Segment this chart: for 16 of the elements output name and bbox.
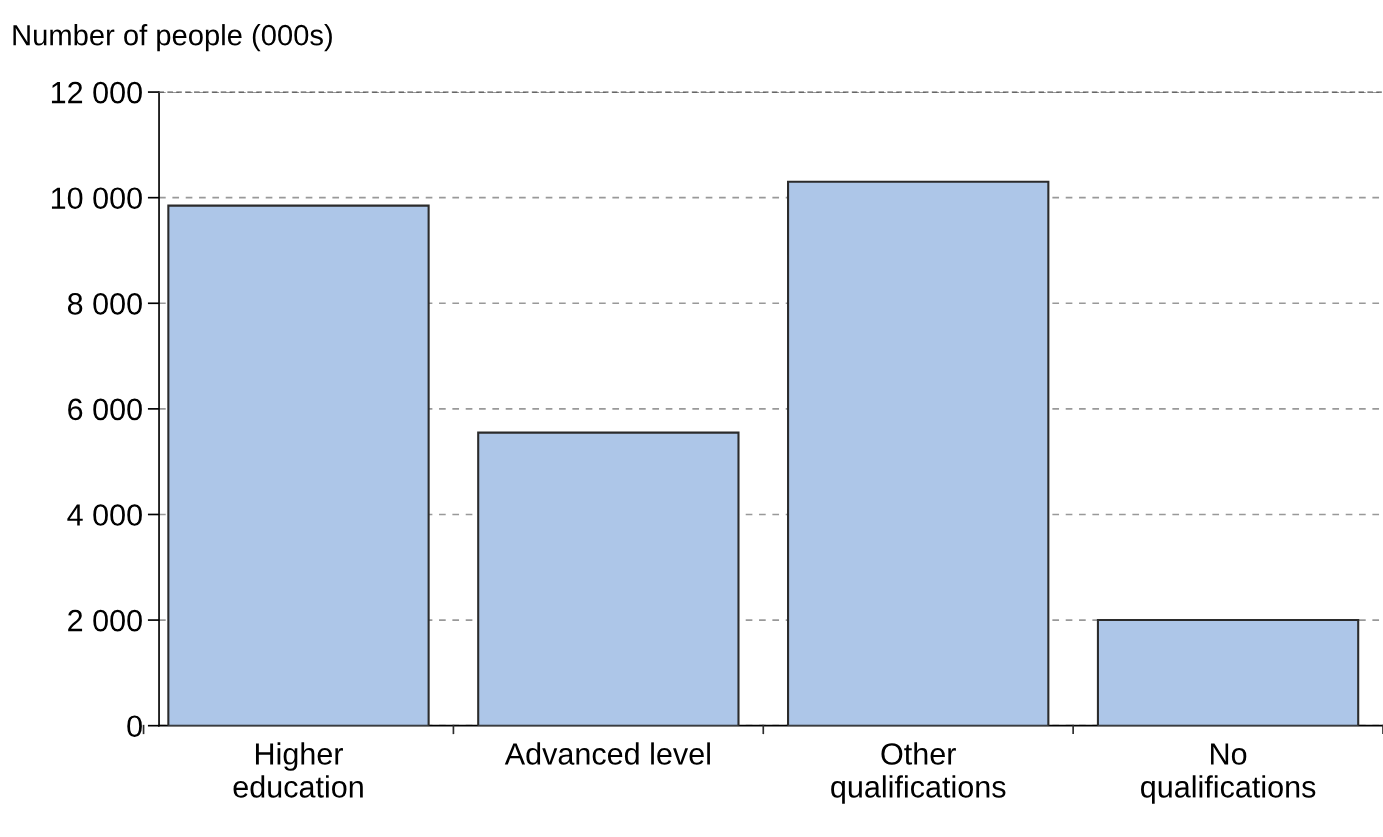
bar (167, 204, 430, 726)
x-tick-label: Other qualifications (831, 742, 1006, 804)
x-tick-label: Advanced level (504, 742, 710, 765)
y-tick-label: 10 000 (51, 187, 142, 210)
x-tick-label: Higher education (233, 742, 363, 798)
y-tick-label: 0 (127, 715, 142, 738)
y-tick-label: 8 000 (67, 293, 142, 315)
y-tick-label: 6 000 (68, 398, 142, 421)
y-axis-title: Number of people (000s) (13, 24, 332, 52)
bar (1096, 619, 1360, 726)
bar (787, 180, 1050, 726)
y-tick-label: 2 000 (68, 609, 142, 632)
y-tick-label: 4 000 (67, 504, 142, 526)
y-tick-label: 12 000 (51, 81, 142, 104)
bar (477, 431, 740, 726)
x-tick-label: No qualifications (1141, 743, 1316, 804)
